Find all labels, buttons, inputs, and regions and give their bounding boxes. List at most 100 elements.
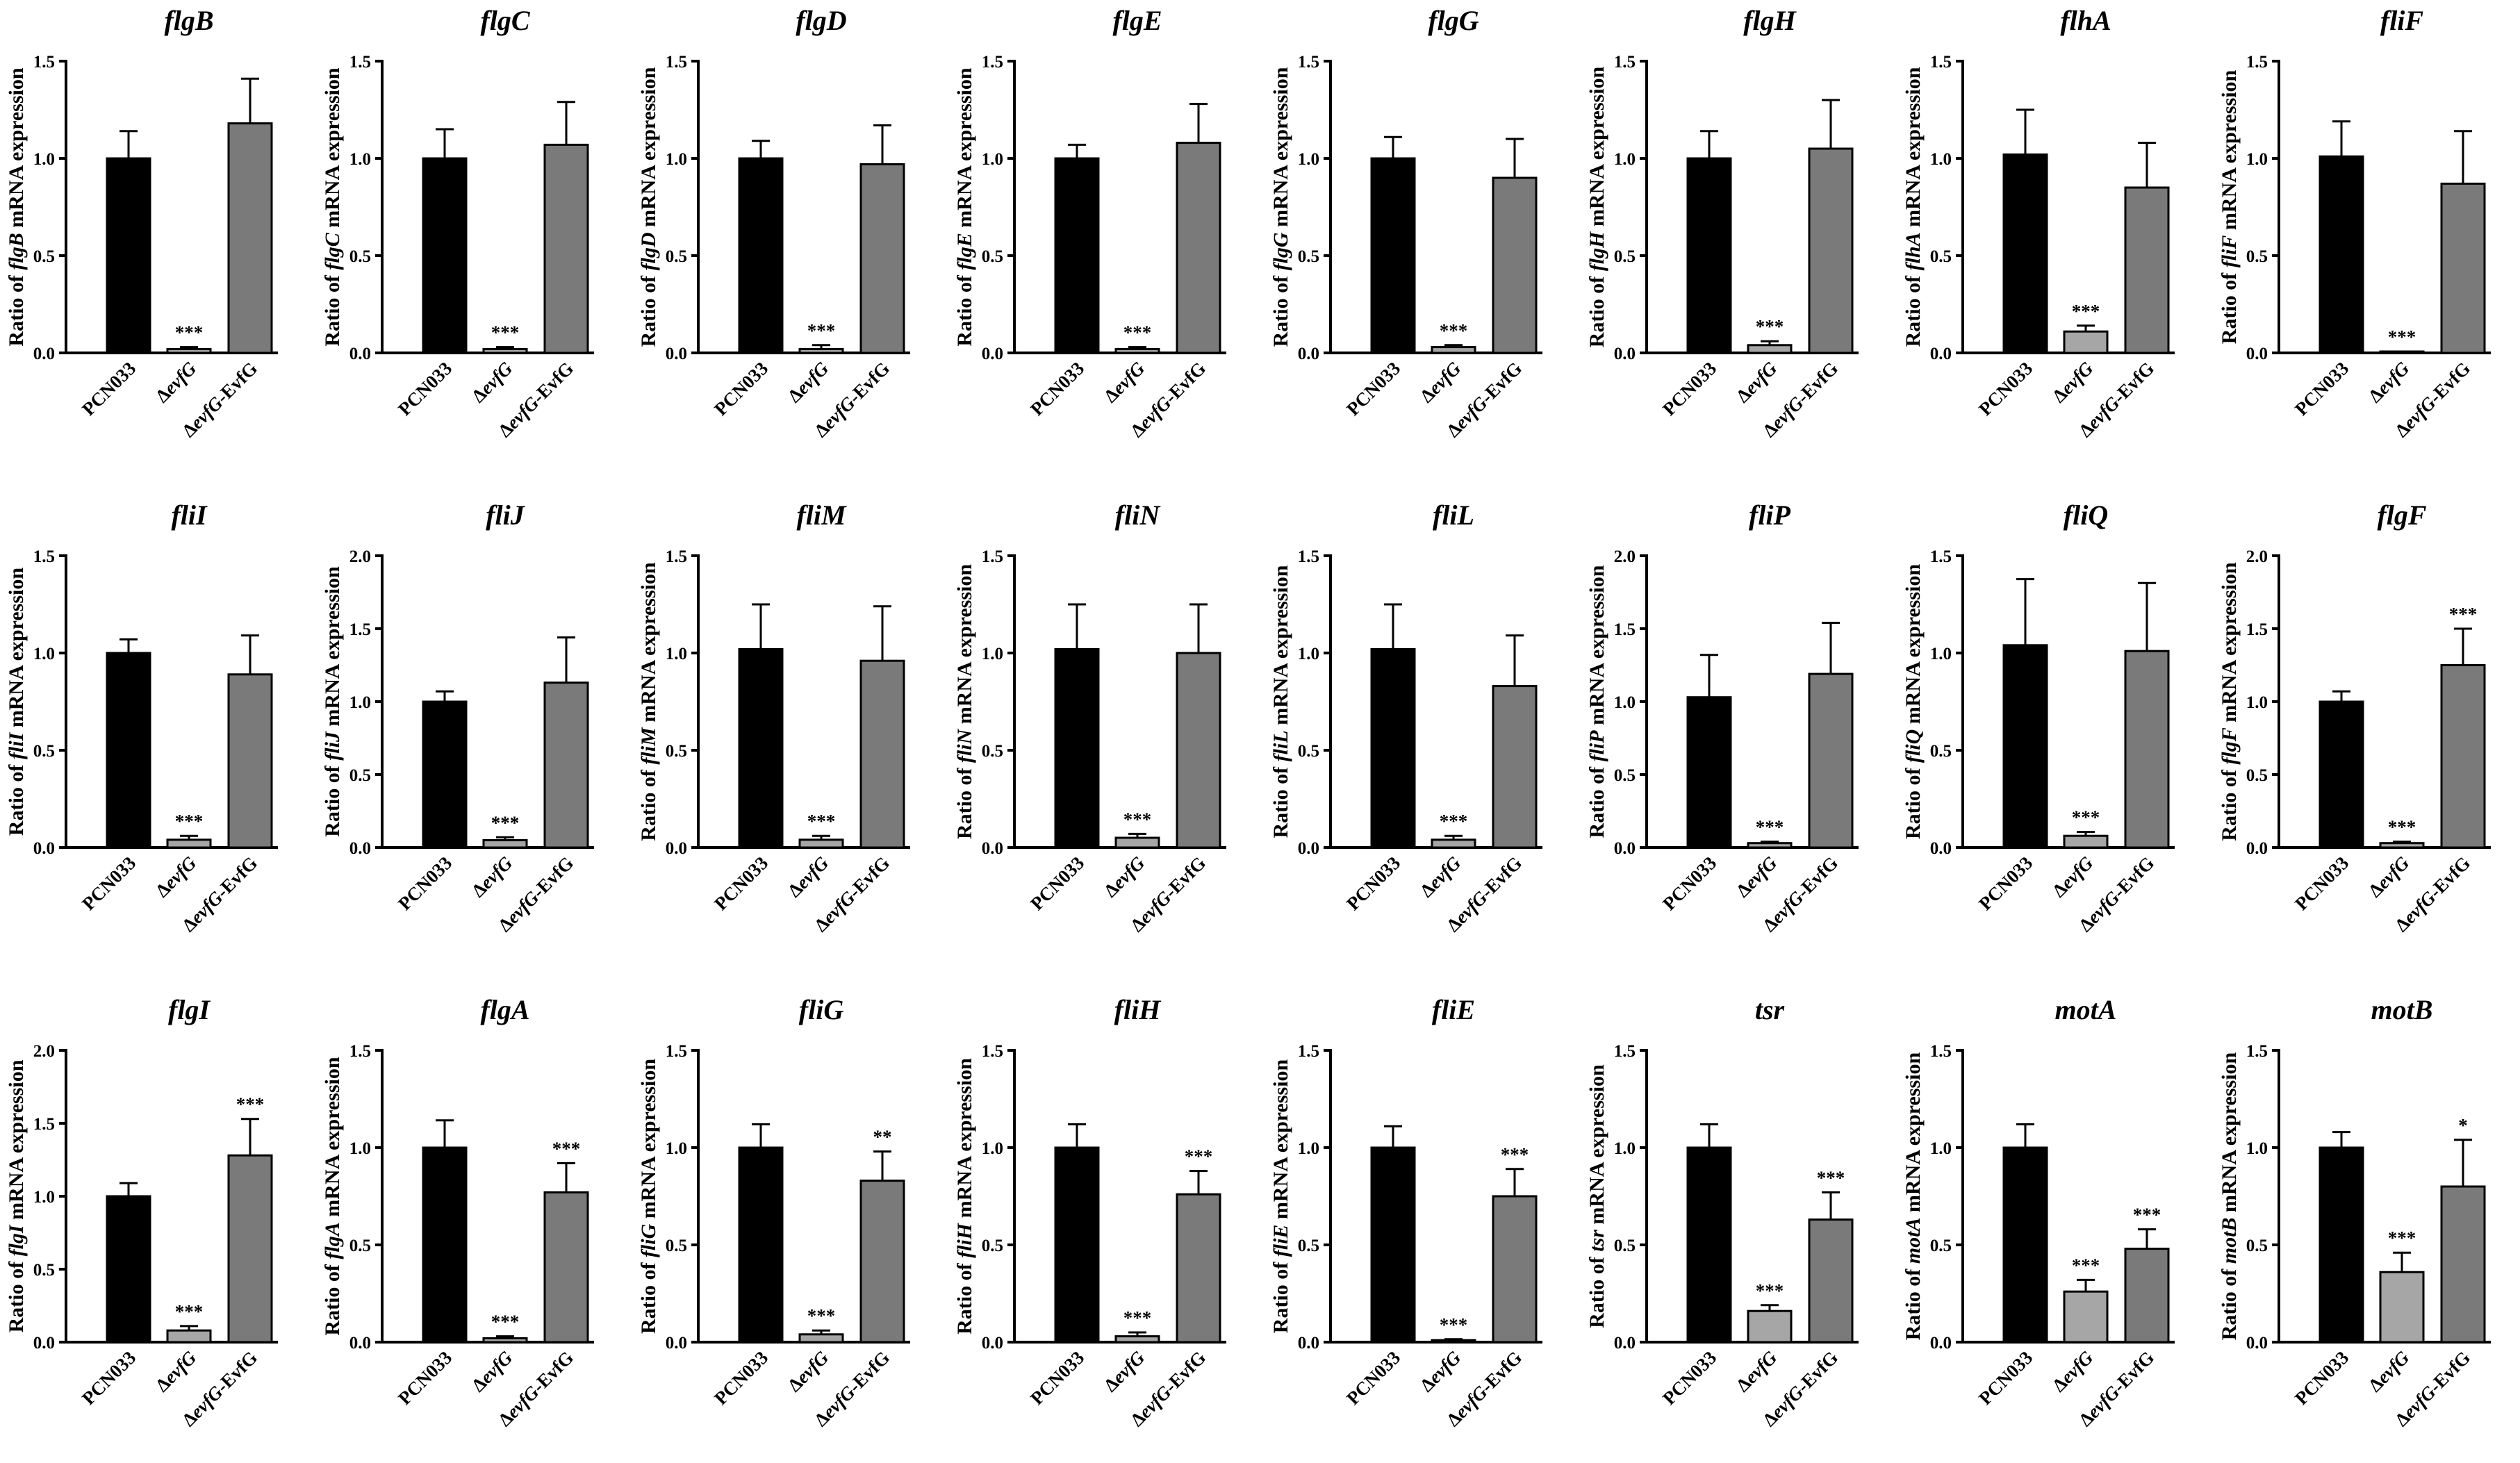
chart-title: fliP — [1749, 499, 1791, 531]
significance-marker: *** — [1440, 811, 1468, 832]
bar-complemented — [543, 143, 589, 354]
chart-panel-flgA: flgA Ratio of flgA mRNA expression 0.0 0.5 1… — [321, 994, 594, 1430]
significance-marker: *** — [1756, 817, 1784, 838]
bar-wild-type — [1054, 647, 1100, 849]
category-label: PCN033 — [78, 1347, 140, 1409]
bar-mutant — [798, 1333, 844, 1344]
y-tick-label: 0.5 — [1614, 766, 1636, 785]
y-tick-label: 0.5 — [2246, 766, 2268, 785]
category-label: PCN033 — [1026, 852, 1088, 914]
y-axis-label: Ratio of fliI mRNA expression — [5, 568, 28, 836]
chart-title: flgH — [1743, 5, 1797, 36]
chart-title: flgI — [168, 994, 211, 1025]
chart-panel-flgC: flgC Ratio of flgC mRNA expression 0.0 0.5 1… — [321, 5, 594, 441]
category-label: PCN033 — [78, 852, 140, 914]
category-label: PCN033 — [1658, 1347, 1720, 1409]
bar-mutant — [1114, 1335, 1160, 1344]
category-label: PCN033 — [1026, 1347, 1088, 1409]
bar-complemented — [2124, 186, 2170, 354]
chart-panel-tsr: tsr Ratio of tsr mRNA expression 0.0 0.5 1.0… — [1586, 994, 1859, 1430]
chart-panel-fliM: fliM Ratio of fliM mRNA expression 0.0 0.5 1… — [637, 499, 910, 936]
bar-wild-type — [422, 157, 468, 354]
y-tick-label: 1.5 — [1298, 1042, 1319, 1061]
y-tick-label: 1.5 — [1930, 1042, 1952, 1061]
chart-title: fliN — [1115, 499, 1162, 531]
category-label: ΔevfG — [468, 358, 517, 407]
y-tick-label: 1.5 — [982, 547, 1003, 566]
chart-title: flgC — [480, 5, 530, 36]
y-tick-label: 1.0 — [1614, 150, 1636, 169]
category-label: ΔevfG — [1732, 1347, 1781, 1396]
y-tick-label: 0.0 — [1298, 345, 1319, 363]
bar-complemented — [1176, 142, 1221, 354]
y-tick-label: 0.0 — [2246, 839, 2268, 858]
bar-mutant — [482, 839, 528, 849]
y-axis-label: Ratio of fliJ mRNA expression — [321, 566, 344, 837]
significance-marker: *** — [2133, 1205, 2161, 1225]
chart-title: fliG — [799, 994, 844, 1025]
y-axis-label: Ratio of motA mRNA expression — [1902, 1052, 1925, 1340]
y-tick-label: 0.0 — [33, 345, 55, 363]
significance-marker: *** — [1123, 809, 1152, 829]
y-tick-label: 0.5 — [33, 1261, 55, 1280]
chart-title: flhA — [2060, 5, 2111, 36]
y-tick-label: 1.5 — [1930, 547, 1952, 566]
bar-wild-type — [2002, 153, 2048, 354]
y-tick-label: 0.0 — [982, 345, 1003, 363]
bar-complemented — [227, 1154, 273, 1344]
bar-mutant — [482, 347, 528, 354]
y-tick-label: 0.5 — [666, 247, 687, 266]
significance-marker: *** — [807, 320, 836, 341]
y-tick-label: 0.0 — [1298, 839, 1319, 858]
y-tick-label: 1.0 — [1930, 1139, 1952, 1158]
y-tick-label: 0.0 — [982, 839, 1003, 858]
bar-complemented — [1808, 1218, 1854, 1344]
y-tick-label: 1.0 — [2246, 693, 2268, 712]
chart-title: fliQ — [2064, 499, 2108, 531]
y-tick-label: 1.5 — [666, 547, 687, 566]
chart-panel-fliG: fliG Ratio of fliG mRNA expression 0.0 0.5 1… — [637, 994, 910, 1430]
y-axis-label: Ratio of fliQ mRNA expression — [1902, 564, 1925, 839]
chart-panel-flgF: flgF Ratio of flgF mRNA expression 0.0 0.5 1… — [2218, 499, 2491, 936]
significance-marker: *** — [1440, 320, 1468, 341]
chart-title: flgA — [480, 994, 529, 1025]
y-tick-label: 1.5 — [2246, 1042, 2268, 1061]
y-axis-label: Ratio of fliN mRNA expression — [953, 564, 976, 839]
y-axis-label: Ratio of fliE mRNA expression — [1269, 1059, 1292, 1333]
bar-mutant — [798, 838, 844, 849]
bar-wild-type — [1686, 1146, 1732, 1344]
y-tick-label: 0.0 — [2246, 1334, 2268, 1353]
y-tick-label: 1.5 — [349, 53, 371, 72]
category-label: PCN033 — [1342, 1347, 1404, 1409]
significance-marker: *** — [2072, 807, 2100, 828]
category-label: ΔevfG — [2048, 852, 2098, 902]
chart-title: fliM — [796, 499, 847, 531]
bar-wild-type — [738, 1146, 784, 1344]
y-tick-label: 0.0 — [1614, 839, 1636, 858]
significance-marker: *** — [1817, 1167, 1845, 1188]
chart-title: fliF — [2380, 5, 2424, 36]
chart-panel-fliE: fliE Ratio of fliE mRNA expression 0.0 0.5 1… — [1269, 994, 1542, 1430]
bar-mutant — [166, 1329, 212, 1344]
bar-wild-type — [2002, 644, 2048, 849]
category-label: ΔevfG — [2364, 358, 2414, 407]
significance-marker: *** — [175, 1301, 204, 1322]
y-tick-label: 1.5 — [982, 1042, 1003, 1061]
significance-marker: *** — [491, 1312, 520, 1332]
y-axis-label: Ratio of fliF mRNA expression — [2218, 69, 2241, 344]
category-label: PCN033 — [394, 852, 456, 914]
y-tick-label: 1.0 — [982, 645, 1003, 663]
bar-wild-type — [1054, 157, 1100, 354]
bar-mutant — [1114, 347, 1160, 354]
chart-title: flgB — [164, 5, 213, 36]
bar-complemented — [1492, 176, 1538, 354]
bar-complemented — [859, 163, 905, 354]
significance-marker: *** — [1756, 316, 1784, 337]
y-axis-label: Ratio of flgB mRNA expression — [5, 67, 28, 346]
bar-mutant — [166, 347, 212, 354]
bar-complemented — [859, 659, 905, 849]
significance-marker: *** — [807, 1305, 836, 1326]
y-tick-label: 0.0 — [1930, 345, 1952, 363]
y-tick-label: 1.5 — [1930, 53, 1952, 72]
